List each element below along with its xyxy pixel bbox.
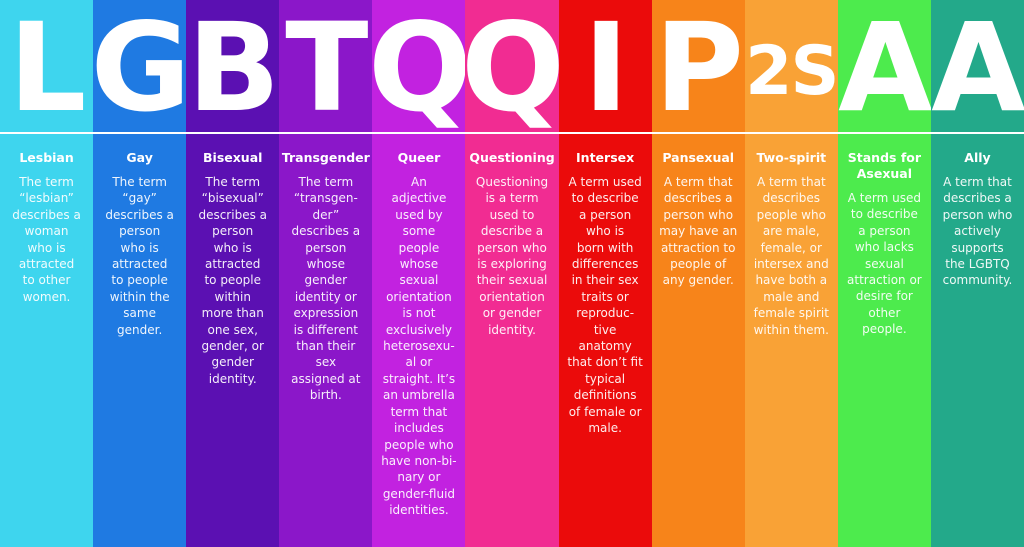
term-title: Queer — [397, 150, 441, 165]
acronym-letter: L — [8, 0, 87, 139]
term-definition: The term “bisexual” describes a person w… — [198, 175, 267, 386]
term-title: Intersex — [576, 150, 635, 165]
divider-line — [0, 132, 1024, 134]
acronym-letter: T — [285, 0, 368, 139]
acronym-letter: B — [187, 0, 279, 139]
term-definition: The term “lesbian” describes a woman who… — [12, 175, 81, 304]
acronym-letter: Q — [465, 0, 559, 139]
term-title: Two-spirit — [756, 150, 827, 165]
term-title: Questioning — [469, 150, 555, 165]
term-title: Pansexual — [662, 150, 735, 165]
acronym-letter: G — [93, 0, 187, 139]
acronym-letter: A — [838, 0, 931, 139]
term-column-intersex: I Intersex A term used to describe a perso… — [558, 0, 652, 547]
term-column-bisexual: B Bisexual The term “bisexual” describes a… — [186, 0, 280, 547]
term-definition: A term used to describe a person who lac… — [847, 191, 922, 337]
acronym-letter: 2S — [745, 32, 838, 111]
term-definition: An adjective used by some people whose s… — [381, 175, 457, 518]
term-title: Transgender — [281, 150, 370, 165]
term-definition: The term “gay” describes a person who is… — [105, 175, 174, 337]
acronym-letter: P — [654, 0, 743, 139]
term-column-pansexual: P Pansexual A term that describes a person… — [651, 0, 745, 547]
term-definition: A term that describes a person who activ… — [942, 175, 1013, 288]
term-title: Stands for Asexual — [847, 150, 922, 181]
term-column-transgender: T Transgender The term “transgen- der” des… — [279, 0, 373, 547]
term-definition: The term “transgen- der” describes a per… — [291, 175, 361, 403]
term-definition: A term that describes a person who may h… — [659, 175, 738, 288]
term-definition: Questioning is a term used to describe a… — [475, 175, 549, 337]
term-definition: A term that describes people who are mal… — [753, 175, 829, 337]
term-column-gay: G Gay The term “gay” describes a person wh… — [93, 0, 187, 547]
acronym-letter: Q — [372, 0, 466, 139]
term-column-asexual: A Stands for Asexual A term used to descri… — [837, 0, 931, 547]
term-column-lesbian: L Lesbian The term “lesbian” describes a w… — [0, 0, 94, 547]
term-column-queer: Q Queer An adjective used by some people w… — [372, 0, 466, 547]
term-title: Bisexual — [203, 150, 263, 165]
term-column-ally: A Ally A term that describes a person who … — [930, 0, 1024, 547]
term-title: Gay — [126, 150, 153, 165]
term-definition: A term used to describe a person who is … — [567, 175, 643, 436]
acronym-letter: A — [931, 0, 1024, 139]
acronym-letter: I — [583, 0, 628, 139]
term-column-questioning: Q Questioning Questioning is a term used t… — [465, 0, 559, 547]
term-title: Lesbian — [19, 150, 74, 165]
term-title: Ally — [964, 150, 991, 165]
term-column-two-spirit: 2S Two-spirit A term that describes people… — [744, 0, 838, 547]
